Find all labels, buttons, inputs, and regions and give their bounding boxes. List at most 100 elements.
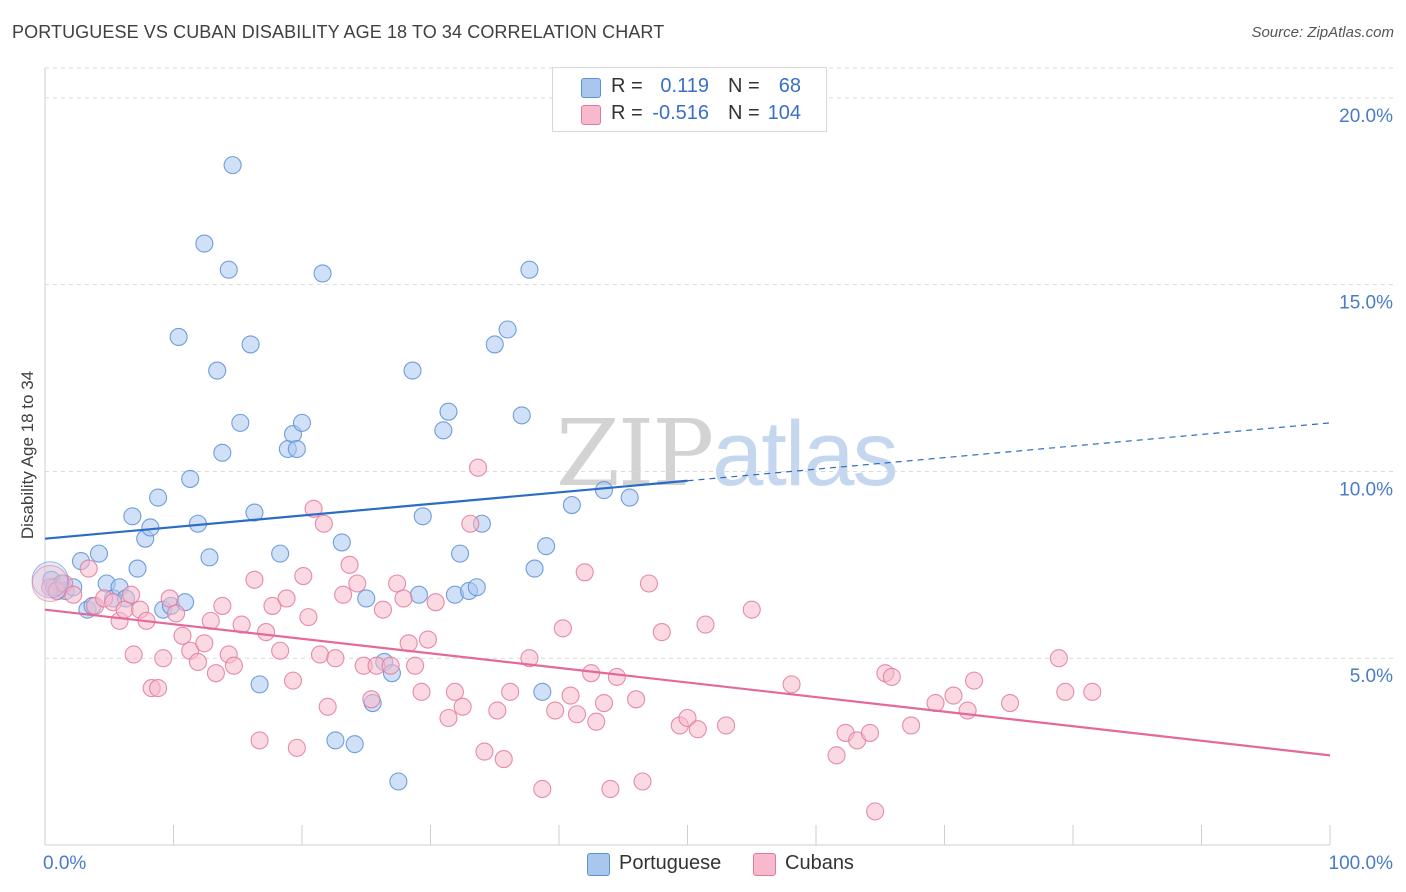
data-point <box>200 548 219 567</box>
data-point <box>310 645 330 664</box>
y-axis-label: Disability Age 18 to 34 <box>18 371 37 539</box>
data-point <box>206 664 225 683</box>
data-point <box>381 656 400 675</box>
data-point <box>283 671 303 690</box>
data-point <box>299 608 318 627</box>
trend-line-cubans <box>44 608 1331 757</box>
data-point <box>587 712 606 731</box>
chart-title: PORTUGUESE VS CUBAN DISABILITY AGE 18 TO… <box>12 22 665 42</box>
legend-r-label: R = <box>611 75 643 97</box>
bottom-legend-swatch-portuguese <box>587 853 610 876</box>
data-point <box>169 327 188 347</box>
data-point <box>652 623 671 642</box>
data-point <box>287 738 306 757</box>
data-point <box>245 570 264 589</box>
legend-r-label: R = <box>611 102 643 124</box>
data-point <box>412 682 431 701</box>
data-point <box>357 589 376 608</box>
data-point <box>195 234 214 253</box>
data-point <box>313 264 332 283</box>
data-point <box>403 361 422 380</box>
data-point <box>451 544 470 563</box>
data-point <box>468 458 488 477</box>
data-point <box>461 514 480 533</box>
y-tick-label: 5.0% <box>1350 666 1393 687</box>
data-point <box>271 641 290 660</box>
data-point <box>362 690 381 709</box>
series-cubans <box>31 458 1102 821</box>
data-point <box>866 802 885 821</box>
trend-line-portuguese-extension <box>687 422 1331 482</box>
data-point <box>561 686 580 705</box>
data-point <box>195 634 214 653</box>
data-point <box>208 361 227 380</box>
data-point <box>902 716 921 735</box>
legend-n-value: 68 <box>778 75 801 97</box>
legend-row-portuguese: R = 0.119 N = 68 <box>553 75 826 101</box>
data-point <box>488 701 507 720</box>
legend-row-cubans: R = -0.516 N = 104 <box>553 102 826 128</box>
data-point <box>167 604 186 623</box>
data-point <box>426 593 445 612</box>
trend-line-portuguese <box>44 479 688 540</box>
x-tick-label: 0.0% <box>43 853 86 874</box>
trend-lines <box>44 422 1331 757</box>
data-point <box>601 779 620 799</box>
data-point <box>553 619 572 638</box>
data-point <box>860 723 880 742</box>
data-point <box>219 260 238 279</box>
data-point <box>1083 682 1102 701</box>
data-point <box>263 596 282 615</box>
cluster-point <box>31 565 69 603</box>
data-point <box>173 626 192 645</box>
bottom-legend-swatch-cubans <box>753 853 776 876</box>
data-point <box>232 615 251 634</box>
data-point <box>318 697 337 716</box>
x-tick-labels: 0.0% 100.0% <box>43 853 1393 874</box>
data-point <box>149 679 168 698</box>
legend-swatch-portuguese <box>581 78 601 98</box>
data-point <box>326 731 345 750</box>
data-point <box>696 615 715 634</box>
data-point <box>958 701 977 720</box>
y-tick-label: 10.0% <box>1339 479 1393 500</box>
data-point <box>965 671 984 690</box>
data-point <box>716 716 736 735</box>
legend-n-label: N = <box>728 75 760 97</box>
data-point <box>406 656 425 675</box>
data-point <box>181 469 200 488</box>
data-point <box>485 335 504 354</box>
data-point <box>388 574 407 593</box>
data-point <box>627 690 646 709</box>
data-point <box>944 686 963 705</box>
data-point <box>639 574 659 593</box>
data-point <box>188 652 207 672</box>
data-point <box>633 772 652 791</box>
y-tick-labels: 5.0% 10.0% 15.0% 20.0% <box>1339 106 1393 687</box>
data-point <box>575 563 594 582</box>
data-point <box>223 156 242 175</box>
data-point <box>241 335 260 354</box>
data-point <box>498 320 517 339</box>
data-point <box>213 596 232 615</box>
data-point <box>607 667 626 686</box>
bottom-legend: Portuguese Cubans <box>0 852 1406 878</box>
y-tick-label: 15.0% <box>1339 293 1393 314</box>
data-point <box>250 731 269 750</box>
data-point <box>546 701 565 720</box>
data-point <box>882 667 901 686</box>
data-point <box>389 772 408 791</box>
data-point <box>79 559 98 578</box>
data-point <box>250 675 269 694</box>
data-point <box>345 735 364 754</box>
data-point <box>334 585 353 604</box>
data-point <box>294 566 313 586</box>
data-point <box>141 518 160 537</box>
data-point <box>256 623 276 642</box>
data-point <box>594 693 614 713</box>
x-tick-label: 100.0% <box>1329 853 1394 874</box>
bottom-legend-label: Portuguese <box>619 852 722 874</box>
bottom-legend-label: Cubans <box>785 852 854 874</box>
data-point <box>439 402 458 421</box>
data-point <box>678 708 697 728</box>
